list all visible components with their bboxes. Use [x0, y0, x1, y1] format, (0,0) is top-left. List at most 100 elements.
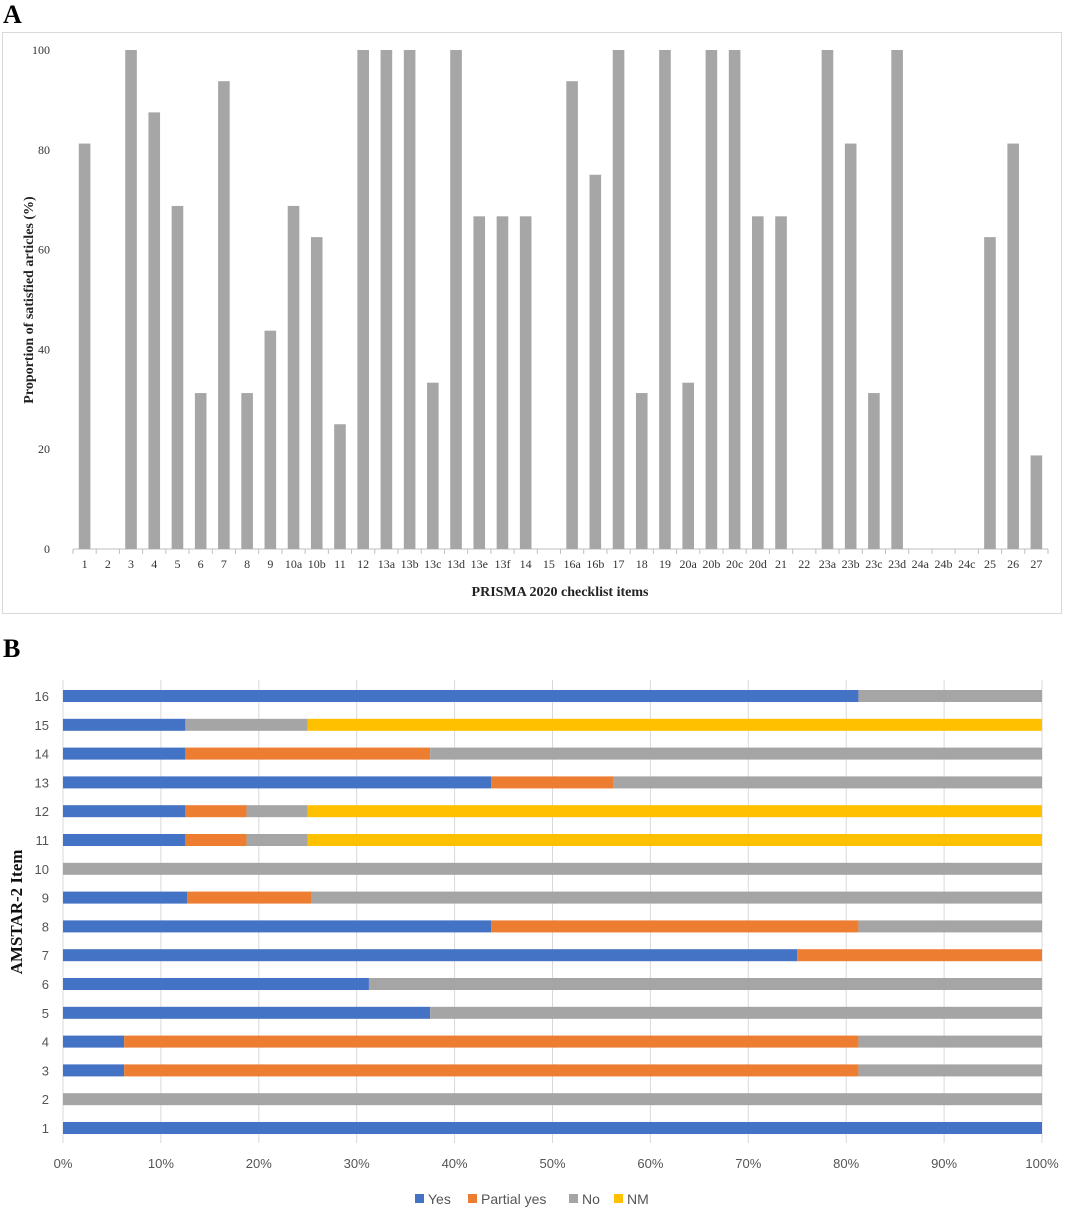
x-tick-label: 20a — [680, 557, 698, 571]
x-tick-label: 15 — [543, 557, 555, 571]
x-tick-label: 0% — [54, 1156, 73, 1171]
bar-23d — [891, 50, 903, 549]
y-tick-label: 0 — [44, 542, 50, 556]
x-tick-label: 6 — [198, 557, 204, 571]
bar-4 — [148, 112, 161, 549]
bar-item16-yes — [63, 690, 859, 702]
y-tick-label: 60 — [38, 243, 50, 257]
bar-item10-no — [63, 862, 1042, 875]
x-tick-label: 20c — [726, 557, 743, 571]
y-tick-label: 11 — [36, 833, 50, 848]
y-tick-label: 100 — [32, 43, 50, 57]
bar-21 — [775, 216, 787, 549]
bar-item3-no — [858, 1064, 1042, 1077]
x-tick-label: 24c — [958, 557, 975, 571]
bar-item11-partial-yes — [185, 834, 247, 846]
y-tick-label: 5 — [42, 1006, 49, 1021]
bar-9 — [264, 330, 277, 549]
legend-swatch-nm — [614, 1194, 623, 1203]
x-tick-label: 30% — [344, 1156, 370, 1171]
bar-item11-nm — [307, 834, 1042, 846]
x-tick-label: 100% — [1025, 1156, 1059, 1171]
bar-5 — [171, 205, 184, 549]
x-tick-label: 13c — [424, 557, 441, 571]
x-tick-label: 23c — [865, 557, 882, 571]
x-tick-label: 21 — [775, 557, 787, 571]
bar-20a — [682, 382, 694, 549]
x-tick-label: 25 — [984, 557, 996, 571]
bar-item11-yes — [63, 834, 186, 846]
bar-item8-no — [858, 920, 1042, 933]
x-tick-label: 10b — [308, 557, 326, 571]
bar-18 — [635, 393, 648, 549]
x-tick-label: 10a — [285, 557, 303, 571]
bar-item4-partial-yes — [124, 1035, 859, 1048]
x-tick-label: 23b — [842, 557, 860, 571]
x-tick-label: 24a — [912, 557, 930, 571]
bar-item3-partial-yes — [124, 1064, 859, 1077]
bar-17 — [612, 50, 625, 549]
bar-item13-yes — [63, 776, 492, 789]
x-tick-label: 9 — [267, 557, 273, 571]
bar-item7-yes — [63, 949, 798, 962]
bar-19 — [659, 50, 671, 549]
bar-11 — [334, 424, 346, 549]
bar-8 — [241, 393, 253, 549]
x-tick-label: 22 — [798, 557, 810, 571]
bar-13b — [403, 50, 416, 549]
bar-16a — [566, 81, 578, 549]
bar-7 — [218, 81, 230, 549]
x-tick-label: 7 — [221, 557, 227, 571]
y-tick-label: 15 — [35, 718, 49, 733]
bar-26 — [1007, 143, 1019, 549]
y-tick-label: 2 — [42, 1092, 49, 1107]
x-tick-label: 17 — [613, 557, 625, 571]
bar-item15-yes — [63, 718, 186, 731]
bar-item14-yes — [63, 747, 186, 760]
bar-item12-partial-yes — [185, 805, 247, 818]
x-tick-label: 13d — [447, 557, 465, 571]
x-tick-label: 27 — [1030, 557, 1042, 571]
bar-item14-partial-yes — [185, 747, 431, 760]
legend-label: NM — [627, 1191, 649, 1207]
y-tick-label: 4 — [42, 1035, 49, 1050]
bar-20d — [752, 216, 764, 549]
bar-item6-no — [368, 978, 1042, 990]
y-tick-label: 1 — [42, 1121, 49, 1136]
bar-item16-no — [858, 690, 1042, 702]
x-tick-label: 90% — [931, 1156, 957, 1171]
x-tick-label: 2 — [105, 557, 111, 571]
x-tick-label: 50% — [539, 1156, 565, 1171]
bar-13d — [450, 50, 462, 549]
x-tick-label: 70% — [735, 1156, 761, 1171]
x-tick-label: 18 — [636, 557, 648, 571]
bar-item12-yes — [63, 805, 186, 818]
bar-item11-no — [246, 834, 308, 846]
y-tick-label: 13 — [35, 775, 49, 790]
bar-item15-nm — [307, 718, 1042, 731]
bar-20c — [728, 50, 741, 549]
x-tick-label: 11 — [334, 557, 346, 571]
bar-item13-no — [613, 776, 1042, 789]
bar-item5-no — [430, 1006, 1042, 1019]
bar-14 — [519, 216, 532, 549]
bar-item8-yes — [63, 920, 492, 933]
y-tick-label: 6 — [42, 977, 49, 992]
y-axis-title: AMSTAR-2 Item — [7, 850, 26, 975]
bar-item5-yes — [63, 1006, 431, 1019]
x-tick-label: 23a — [819, 557, 837, 571]
x-tick-label: 26 — [1007, 557, 1019, 571]
y-tick-label: 16 — [35, 689, 49, 704]
y-tick-label: 8 — [42, 919, 49, 934]
x-tick-label: 4 — [151, 557, 157, 571]
bar-item2-no — [63, 1093, 1042, 1106]
x-tick-label: 80% — [833, 1156, 859, 1171]
bar-27 — [1030, 455, 1043, 549]
panel-b-label: B — [3, 634, 21, 663]
bar-item9-yes — [63, 891, 188, 904]
bar-13e — [473, 216, 486, 549]
y-tick-label: 14 — [35, 747, 49, 762]
y-tick-label: 7 — [42, 948, 49, 963]
